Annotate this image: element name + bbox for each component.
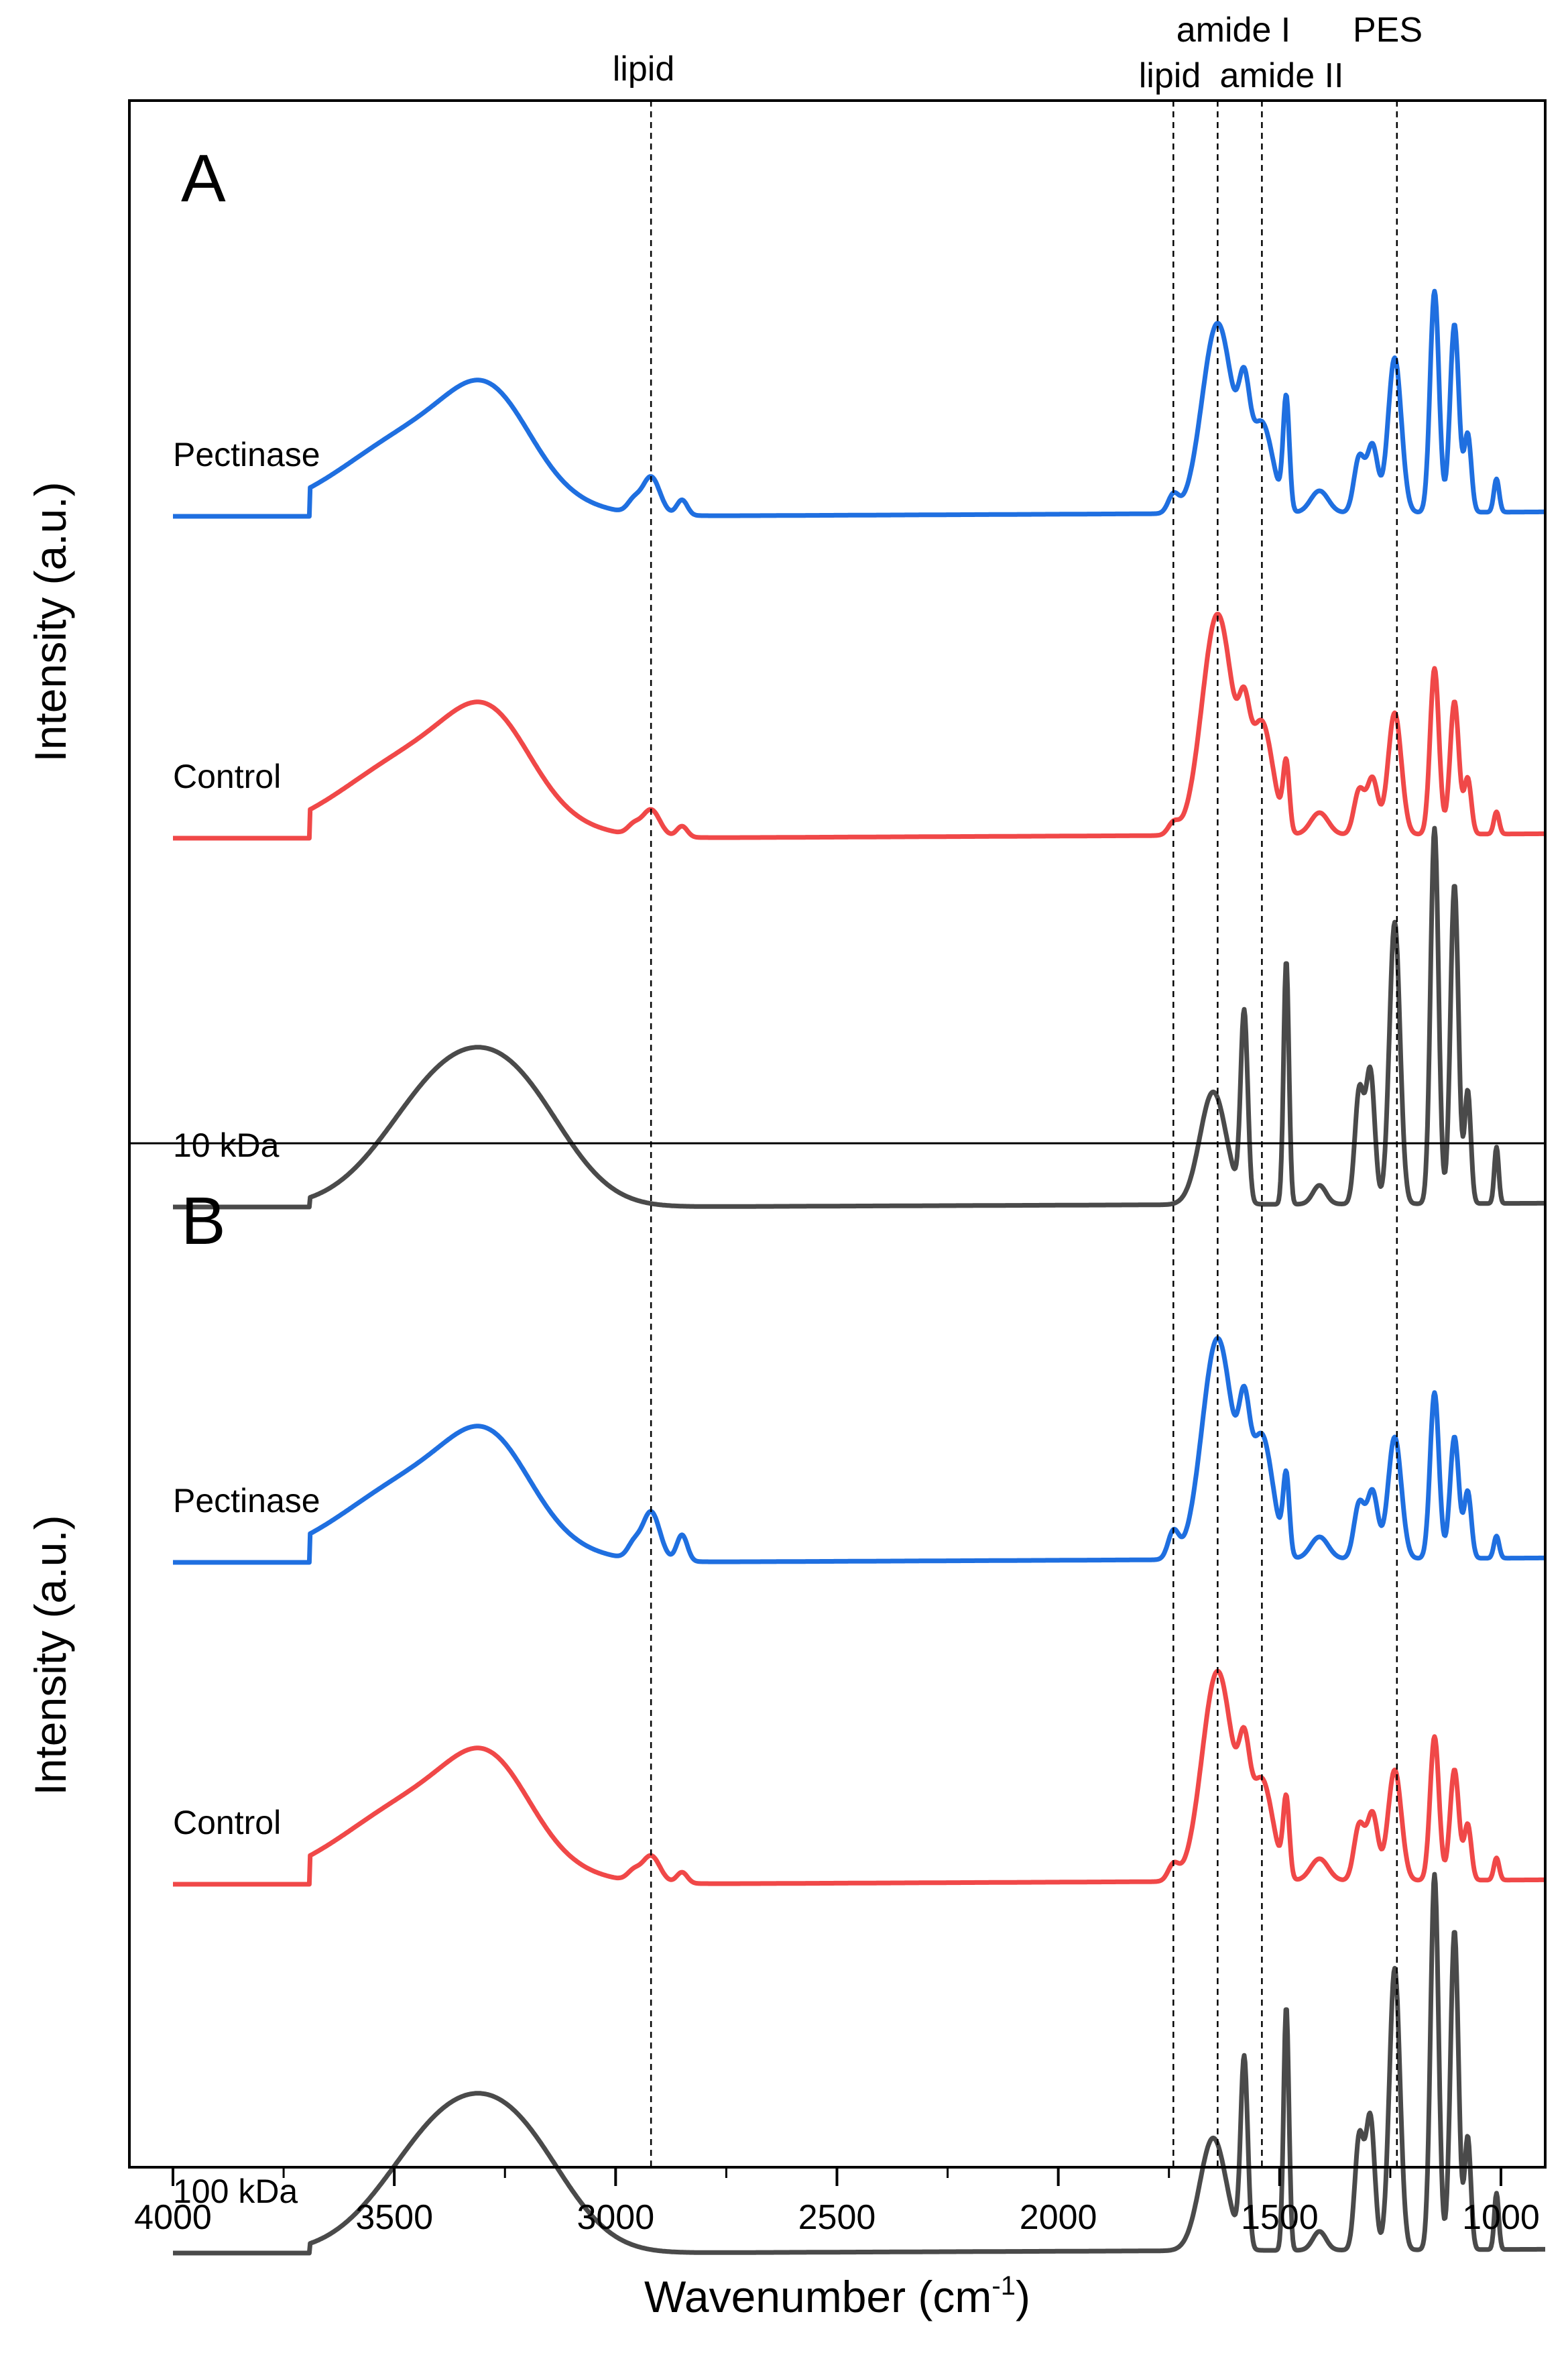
series-line-B-control <box>171 1668 1547 1887</box>
series-line-B-pectinase <box>171 1336 1547 1565</box>
x-tick-label: 2000 <box>1020 2198 1097 2237</box>
plot-frame <box>128 99 1547 2169</box>
peak-marker-label: lipid <box>1139 56 1201 95</box>
y-axis-title: Intensity (a.u.) <box>25 1515 75 1795</box>
x-tick-label: 3000 <box>577 2198 654 2237</box>
series-line-B-100-kda <box>171 1872 1547 2256</box>
tick-layer <box>172 2167 1502 2186</box>
x-axis-title: Wavenumber (cm-1) <box>644 2271 1030 2321</box>
series-label: 100 kDa <box>173 2173 298 2210</box>
peak-marker-label: PES <box>1353 11 1423 50</box>
peak-marker-label: lipid <box>613 50 675 89</box>
series-label: Control <box>173 758 281 795</box>
panel-letter: A <box>181 141 226 216</box>
axes-box <box>128 99 1547 2169</box>
y-axis-title: Intensity (a.u.) <box>25 481 75 762</box>
series-label: Control <box>173 1804 281 1841</box>
x-tick-label: 3500 <box>355 2198 433 2237</box>
peak-marker-label: amide I <box>1177 11 1291 50</box>
series-label: Pectinase <box>173 1482 320 1519</box>
label-layer: Pectinase Control 10 kDa A Pectinase Control 1… <box>25 11 1540 2321</box>
spectra-layer <box>171 288 1547 2256</box>
x-tick-label: 4000 <box>134 2198 212 2237</box>
panel-letter: B <box>181 1184 226 1259</box>
panel-B <box>171 1336 1547 2256</box>
panel-A <box>171 288 1547 1210</box>
x-tick-label: 1000 <box>1462 2198 1540 2237</box>
series-line-A-control <box>171 612 1547 841</box>
peak-marker-layer <box>650 101 1398 2167</box>
series-line-A-pectinase <box>171 288 1547 519</box>
series-line-A-10-kda <box>171 825 1547 1210</box>
peak-marker-label: amide II <box>1220 56 1344 95</box>
x-tick-label: 2500 <box>798 2198 876 2237</box>
x-tick-label: 1500 <box>1241 2198 1319 2237</box>
series-label: Pectinase <box>173 436 320 473</box>
series-label: 10 kDa <box>173 1127 280 1164</box>
